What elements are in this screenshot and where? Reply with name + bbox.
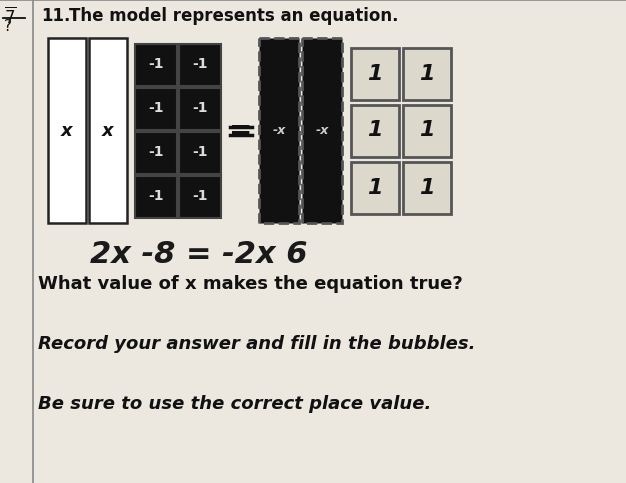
Text: What value of x makes the equation true?: What value of x makes the equation true? <box>38 275 463 293</box>
Bar <box>135 43 177 85</box>
Text: -1: -1 <box>192 101 208 115</box>
Text: -1: -1 <box>192 145 208 159</box>
Bar <box>89 38 127 223</box>
Text: x: x <box>102 122 114 140</box>
Bar <box>403 47 451 99</box>
Text: x: x <box>61 122 73 140</box>
Bar <box>302 38 342 223</box>
Text: -x: -x <box>316 124 329 137</box>
Bar <box>48 38 86 223</box>
Text: 11.: 11. <box>41 7 70 25</box>
Bar <box>179 87 221 129</box>
Bar <box>179 43 221 85</box>
Text: =: = <box>229 117 253 144</box>
Bar <box>351 161 399 213</box>
Text: 1: 1 <box>367 63 382 84</box>
Bar <box>179 175 221 217</box>
Bar <box>179 131 221 173</box>
Text: 1: 1 <box>419 120 434 141</box>
Text: -x: -x <box>272 124 285 137</box>
Text: -1: -1 <box>148 189 164 203</box>
Text: 1: 1 <box>367 177 382 198</box>
Text: The model represents an equation.: The model represents an equation. <box>69 7 399 25</box>
Bar <box>135 87 177 129</box>
Text: 1: 1 <box>419 63 434 84</box>
Text: -1: -1 <box>192 57 208 71</box>
Text: 1: 1 <box>367 120 382 141</box>
Text: -1: -1 <box>148 101 164 115</box>
Bar <box>259 38 299 223</box>
Bar <box>351 104 399 156</box>
Bar <box>135 175 177 217</box>
Text: 1: 1 <box>419 177 434 198</box>
Text: Be sure to use the correct place value.: Be sure to use the correct place value. <box>38 395 431 413</box>
Text: -1: -1 <box>148 145 164 159</box>
Text: -1: -1 <box>148 57 164 71</box>
Text: $\overline{7}$: $\overline{7}$ <box>4 6 16 27</box>
Bar <box>135 131 177 173</box>
Text: -1: -1 <box>192 189 208 203</box>
Bar <box>403 104 451 156</box>
Text: 2x -8 = -2x 6: 2x -8 = -2x 6 <box>90 240 307 269</box>
Text: ?: ? <box>4 19 12 34</box>
Bar <box>351 47 399 99</box>
Bar <box>403 161 451 213</box>
Text: Record your answer and fill in the bubbles.: Record your answer and fill in the bubbl… <box>38 335 476 353</box>
